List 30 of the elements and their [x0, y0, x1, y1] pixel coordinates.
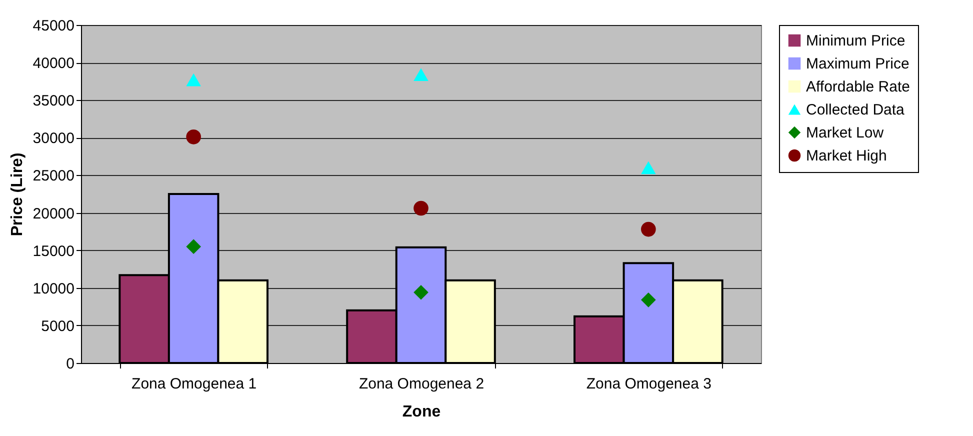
point [186, 239, 201, 254]
x-tick-label: Zona Omogenea 1 [132, 376, 257, 392]
point [414, 284, 428, 300]
point [186, 130, 201, 144]
legend-label: Maximum Price [806, 56, 910, 72]
point [414, 200, 428, 216]
point [414, 68, 428, 81]
point [186, 73, 201, 86]
y-tick-label: 35000 [32, 92, 74, 110]
point [641, 161, 656, 174]
legend-label: Market Low [806, 124, 884, 142]
point [641, 222, 656, 237]
legend-label: Affordable Rate [806, 78, 910, 96]
legend-label: Market High [806, 148, 887, 164]
y-tick-label: 30000 [32, 130, 74, 148]
y-tick-label: 40000 [32, 55, 74, 72]
legend-label: Collected Data [806, 102, 906, 118]
y-tick-label: 20000 [32, 205, 74, 222]
point [641, 292, 656, 308]
x-tick-label: Zona Omogenea 3 [586, 376, 712, 392]
y-tick-label: 5000 [41, 318, 74, 335]
x-axis-title: Zone [402, 404, 441, 420]
legend-label: Minimum Price [806, 32, 906, 50]
y-axis-title: Price (Lire) [8, 152, 26, 236]
y-tick-label: 45000 [32, 18, 74, 34]
y-tick-label: 0 [66, 356, 74, 372]
y-tick-label: 15000 [32, 242, 74, 260]
y-tick-label: 10000 [32, 280, 74, 298]
x-tick-label: Zona Omogenea 2 [358, 376, 484, 392]
y-tick-label: 25000 [32, 168, 74, 185]
